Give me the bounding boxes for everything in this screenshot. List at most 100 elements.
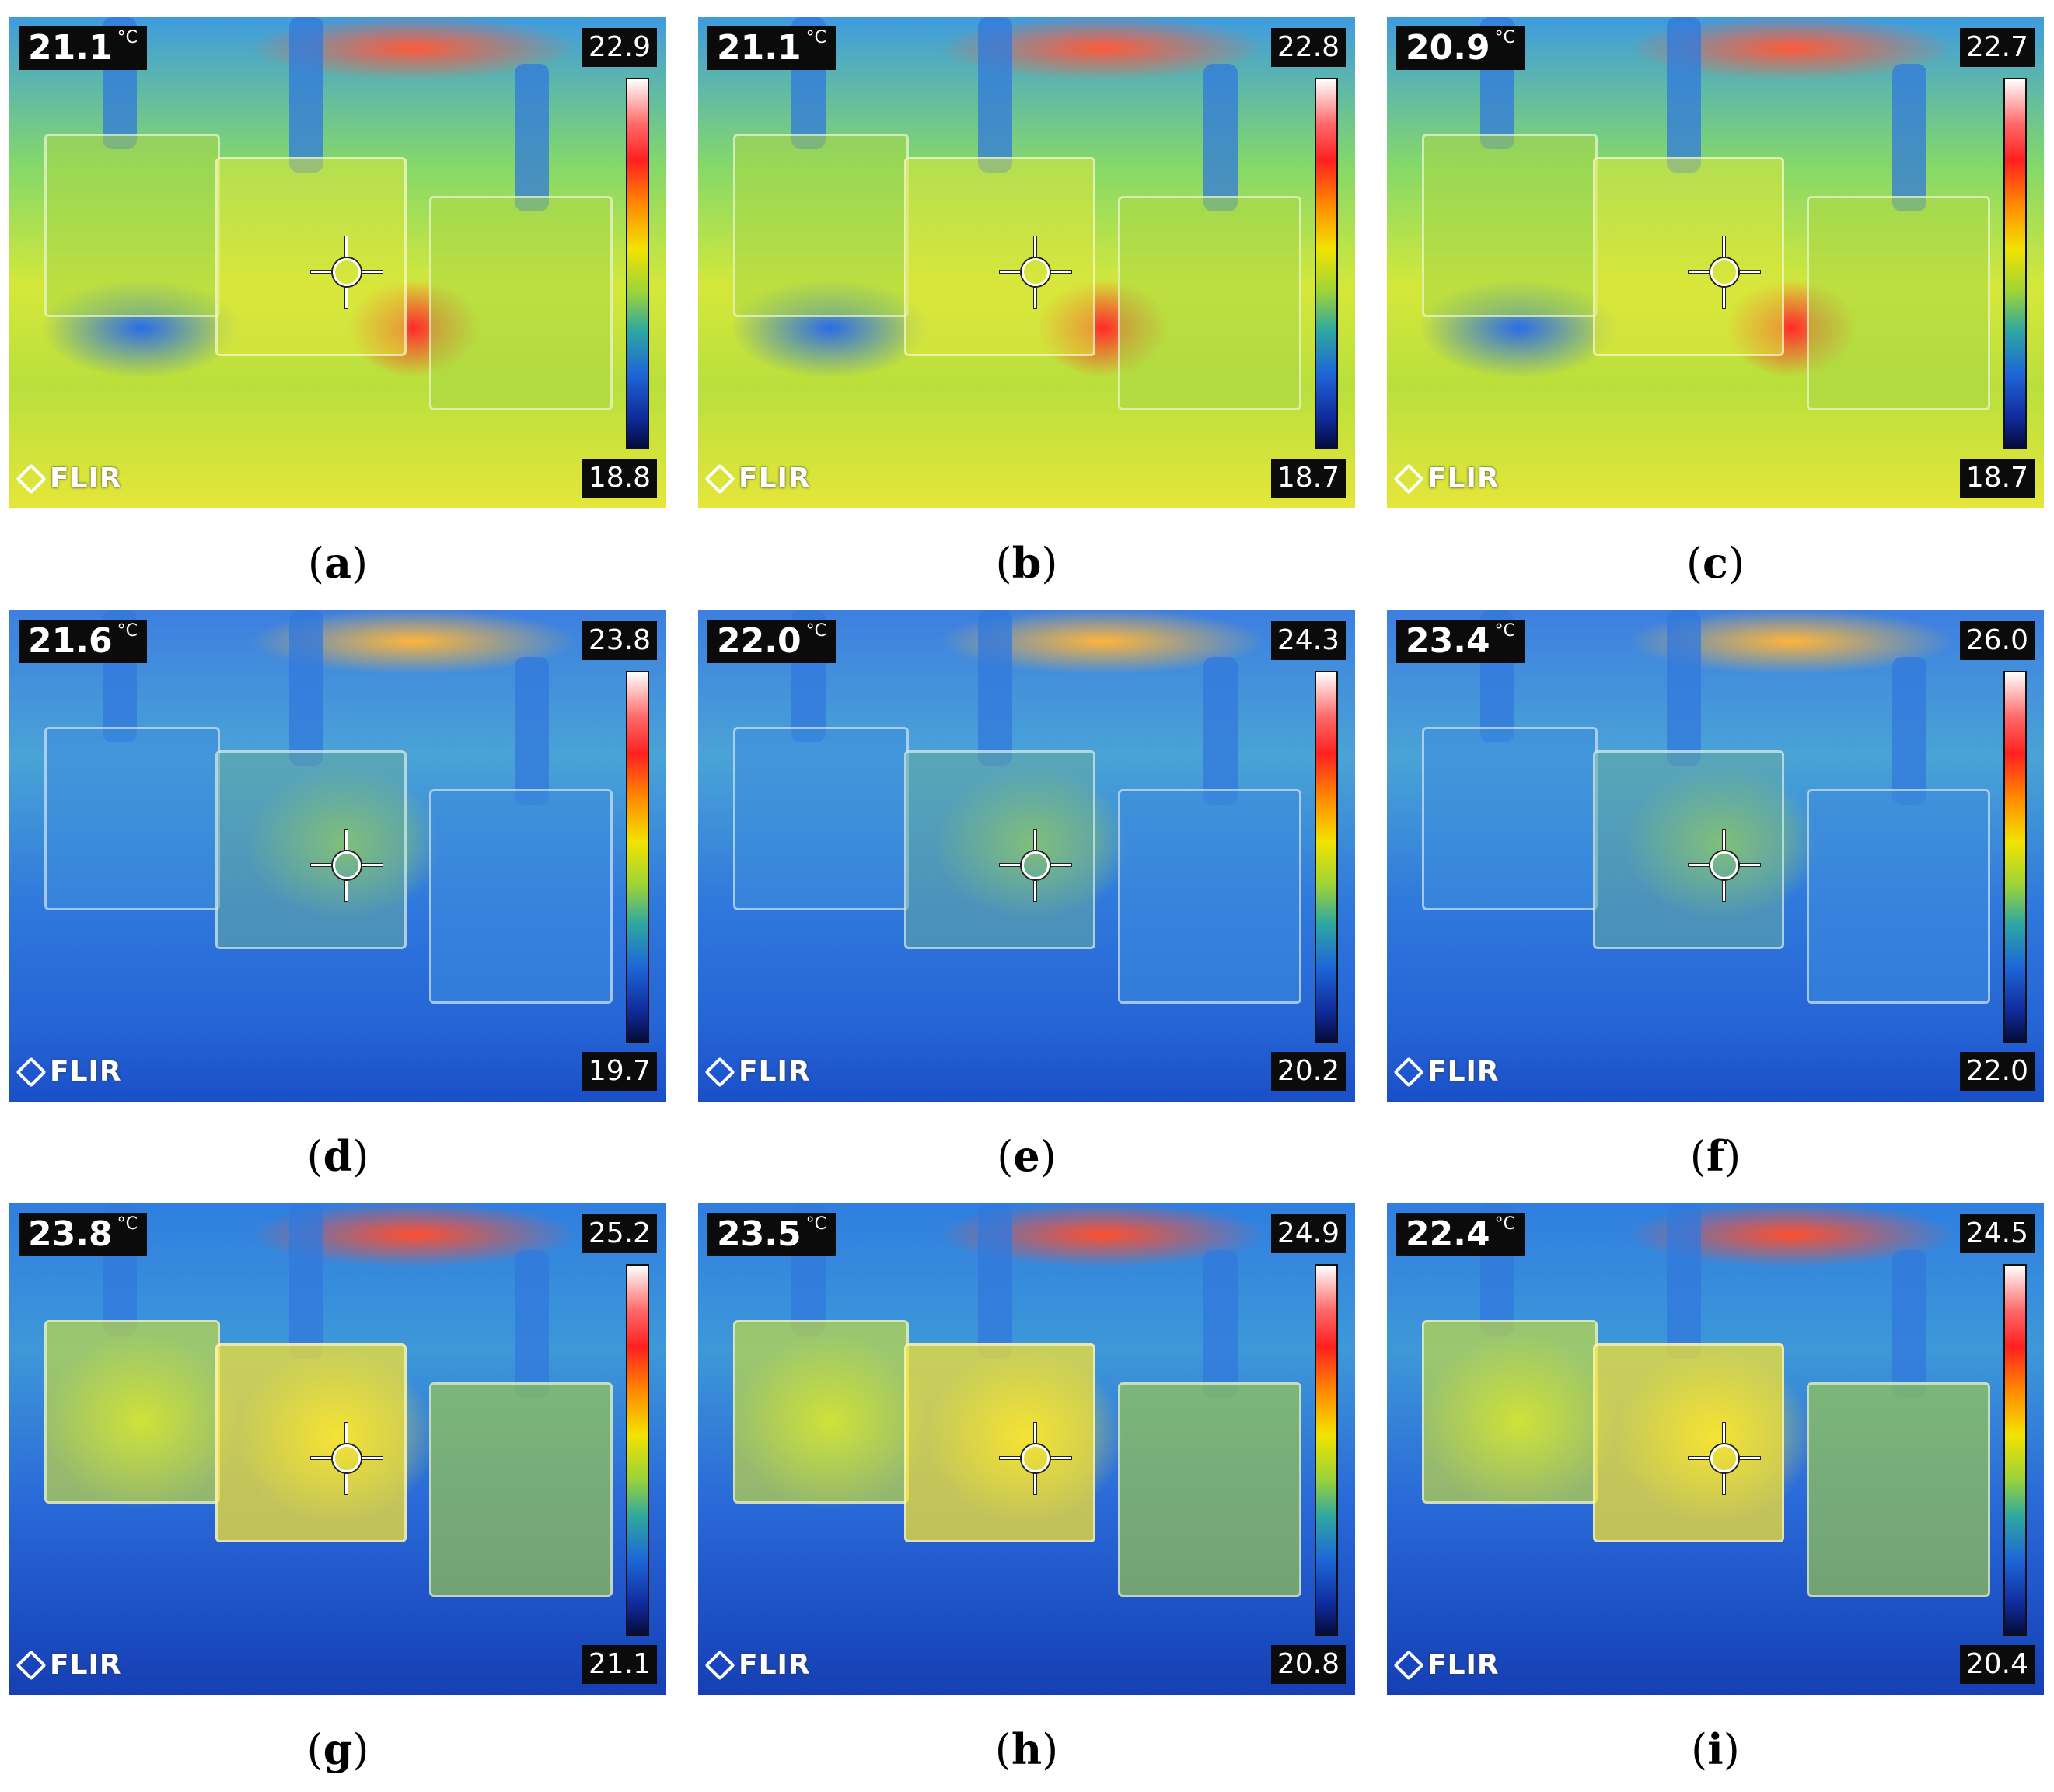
scale-max: 24.9: [1270, 1214, 1346, 1253]
specimen-2: [215, 750, 407, 949]
panel-caption-b: (b): [995, 538, 1058, 588]
flir-logo: FLIR: [704, 463, 811, 494]
thermal-panel-d: 21.6 °C 23.8 19.7 FLIR: [9, 610, 666, 1102]
specimen-2: [1593, 1343, 1784, 1542]
specimen-2: [904, 157, 1095, 356]
color-scale-bar: [626, 671, 649, 1043]
specimen-3: [1807, 789, 1990, 1004]
flir-logo-icon: [16, 1056, 47, 1088]
thermal-panel-f: 23.4 °C 26.0 22.0 FLIR: [1387, 610, 2044, 1102]
panel-caption-c: (c): [1685, 538, 1745, 588]
panel-caption-f: (f): [1689, 1131, 1741, 1181]
flir-logo: FLIR: [1393, 1056, 1500, 1088]
specimen-1: [44, 1320, 220, 1504]
specimen-1: [733, 134, 909, 317]
panel-caption-d: (d): [306, 1131, 369, 1181]
specimen-3: [429, 1382, 613, 1597]
color-scale-bar: [1315, 78, 1338, 449]
thermal-panel-c: 20.9 °C 22.7 18.7 FLIR: [1387, 17, 2044, 508]
thermal-panel-h: 23.5 °C 24.9 20.8 FLIR: [698, 1203, 1355, 1695]
scale-max: 23.8: [582, 621, 657, 660]
spot-temperature: 23.8 °C: [19, 1213, 147, 1256]
specimen-2: [215, 157, 407, 356]
flir-logo: FLIR: [16, 1056, 122, 1088]
scale-max: 26.0: [1959, 621, 2035, 660]
flir-logo: FLIR: [16, 463, 122, 494]
panel-caption-i: (i): [1691, 1724, 1740, 1774]
flir-logo-icon: [16, 1649, 47, 1681]
color-scale-bar: [2003, 671, 2027, 1043]
specimen-3: [1807, 196, 1990, 410]
crosshair-icon: [311, 1423, 383, 1494]
specimen-3: [1118, 789, 1301, 1004]
color-scale-bar: [626, 78, 649, 449]
crosshair-icon: [1000, 236, 1071, 308]
scale-min: 19.7: [582, 1052, 657, 1091]
spot-temperature: 22.0 °C: [707, 620, 836, 663]
scale-min: 18.7: [1959, 459, 2035, 498]
thermal-panel-i: 22.4 °C 24.5 20.4 FLIR: [1387, 1203, 2044, 1695]
specimen-3: [1118, 196, 1301, 410]
flir-logo-icon: [1393, 1649, 1424, 1681]
scale-min: 18.8: [582, 459, 657, 498]
flir-logo: FLIR: [704, 1649, 811, 1681]
specimen-2: [1593, 750, 1784, 949]
specimen-2: [1593, 157, 1784, 356]
specimen-3: [1118, 1382, 1301, 1597]
flir-logo-icon: [1393, 463, 1424, 494]
specimen-1: [1422, 134, 1598, 317]
specimen-3: [429, 789, 613, 1004]
scale-min: 22.0: [1959, 1052, 2035, 1091]
color-scale-bar: [2003, 78, 2027, 449]
crosshair-icon: [1689, 236, 1760, 308]
specimen-1: [733, 1320, 909, 1504]
thermal-panel-e: 22.0 °C 24.3 20.2 FLIR: [698, 610, 1355, 1102]
spot-temperature: 20.9 °C: [1396, 26, 1525, 70]
color-scale-bar: [2003, 1264, 2027, 1636]
specimen-1: [733, 727, 909, 910]
spot-temperature: 23.4 °C: [1396, 620, 1525, 663]
scale-max: 24.5: [1959, 1214, 2035, 1253]
scale-max: 24.3: [1270, 621, 1346, 660]
scale-max: 25.2: [582, 1214, 657, 1253]
flir-logo: FLIR: [16, 1649, 122, 1681]
spot-temperature: 21.6 °C: [19, 620, 147, 663]
specimen-1: [44, 727, 220, 910]
crosshair-icon: [1000, 830, 1071, 901]
scale-min: 21.1: [582, 1645, 657, 1684]
specimen-2: [904, 1343, 1095, 1542]
flir-logo-icon: [16, 463, 47, 494]
specimen-2: [904, 750, 1095, 949]
specimen-1: [1422, 727, 1598, 910]
crosshair-icon: [1689, 830, 1760, 901]
scale-max: 22.7: [1959, 28, 2035, 67]
flir-logo-icon: [1393, 1056, 1424, 1088]
thermal-panel-g: 23.8 °C 25.2 21.1 FLIR: [9, 1203, 666, 1695]
scale-max: 22.8: [1270, 28, 1346, 67]
color-scale-bar: [626, 1264, 649, 1636]
panel-caption-e: (e): [997, 1131, 1057, 1181]
flir-logo: FLIR: [1393, 463, 1500, 494]
flir-logo-icon: [704, 1056, 735, 1088]
thermal-panel-a: 21.1 °C 22.9 18.8 FLIR: [9, 17, 666, 508]
crosshair-icon: [311, 830, 383, 901]
scale-min: 20.2: [1270, 1052, 1346, 1091]
specimen-3: [1807, 1382, 1990, 1597]
flir-logo-icon: [704, 1649, 735, 1681]
color-scale-bar: [1315, 671, 1338, 1043]
crosshair-icon: [1689, 1423, 1760, 1494]
spot-temperature: 23.5 °C: [707, 1213, 836, 1256]
thermal-image: [9, 17, 666, 508]
spot-temperature: 22.4 °C: [1396, 1213, 1525, 1256]
specimen-1: [44, 134, 220, 317]
thermal-image: [1387, 17, 2044, 508]
specimen-2: [215, 1343, 407, 1542]
crosshair-icon: [1000, 1423, 1071, 1494]
scale-min: 20.8: [1270, 1645, 1346, 1684]
panel-caption-h: (h): [994, 1724, 1059, 1774]
crosshair-icon: [311, 236, 383, 308]
spot-temperature: 21.1 °C: [19, 26, 147, 70]
scale-min: 20.4: [1959, 1645, 2035, 1684]
flir-logo: FLIR: [704, 1056, 811, 1088]
